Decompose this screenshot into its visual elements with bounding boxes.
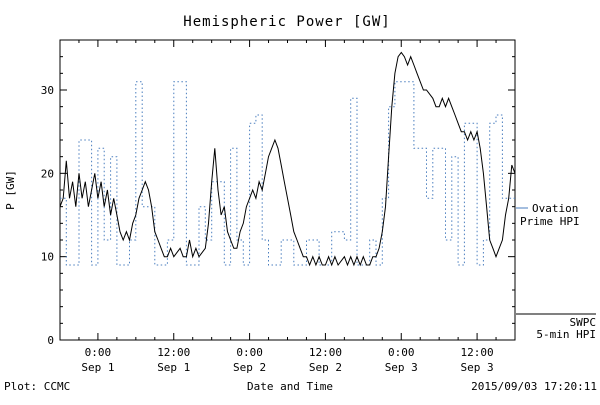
plot-frame — [59, 39, 516, 341]
chart-title: Hemispheric Power [GW] — [183, 14, 390, 30]
x-tick-label-time: 0:00 — [85, 346, 112, 359]
series-lines — [59, 51, 516, 267]
x-tick-label-date: Sep 1 — [81, 361, 114, 374]
axes: 0 10 20 30 0:00 Sep 1 12:00 Sep 1 0:00 Sep 2 12:00… — [41, 39, 516, 374]
swpc-legend-label-line1: SWPC — [570, 316, 597, 329]
x-tick-label-time: 0:00 — [388, 346, 415, 359]
y-tick-label: 20 — [41, 167, 54, 180]
series-swpc-5-min-hpi — [59, 51, 516, 267]
x-tick-label-time: 12:00 — [157, 346, 190, 359]
x-tick-label-date: Sep 1 — [157, 361, 190, 374]
x-tick-label-time: 0:00 — [236, 346, 263, 359]
x-tick-label-date: Sep 2 — [233, 361, 266, 374]
legend-swpc: SWPC 5-min HPI — [516, 313, 597, 341]
x-tick-label-date: Sep 2 — [309, 361, 342, 374]
ovation-legend-label-line1: Ovation — [532, 202, 578, 215]
y-axis-label: P [GW] — [4, 170, 17, 210]
y-tick-label: 0 — [47, 334, 54, 347]
x-tick-label-time: 12:00 — [309, 346, 342, 359]
plot-credit: Plot: CCMC — [4, 380, 70, 393]
series-ovation-prime-hpi — [60, 81, 515, 266]
x-tick-label-time: 12:00 — [461, 346, 494, 359]
y-tick-label: 30 — [41, 84, 54, 97]
y-tick-label: 10 — [41, 251, 54, 264]
legend-ovation: Ovation Prime HPI — [516, 202, 580, 228]
plot-timestamp: 2015/09/03 17:20:11 — [471, 380, 597, 393]
x-tick-label-date: Sep 3 — [385, 361, 418, 374]
swpc-legend-label-line2: 5-min HPI — [536, 328, 596, 341]
x-axis-title: Date and Time — [247, 380, 333, 393]
ovation-legend-label-line2: Prime HPI — [520, 215, 580, 228]
x-tick-label-date: Sep 3 — [461, 361, 494, 374]
